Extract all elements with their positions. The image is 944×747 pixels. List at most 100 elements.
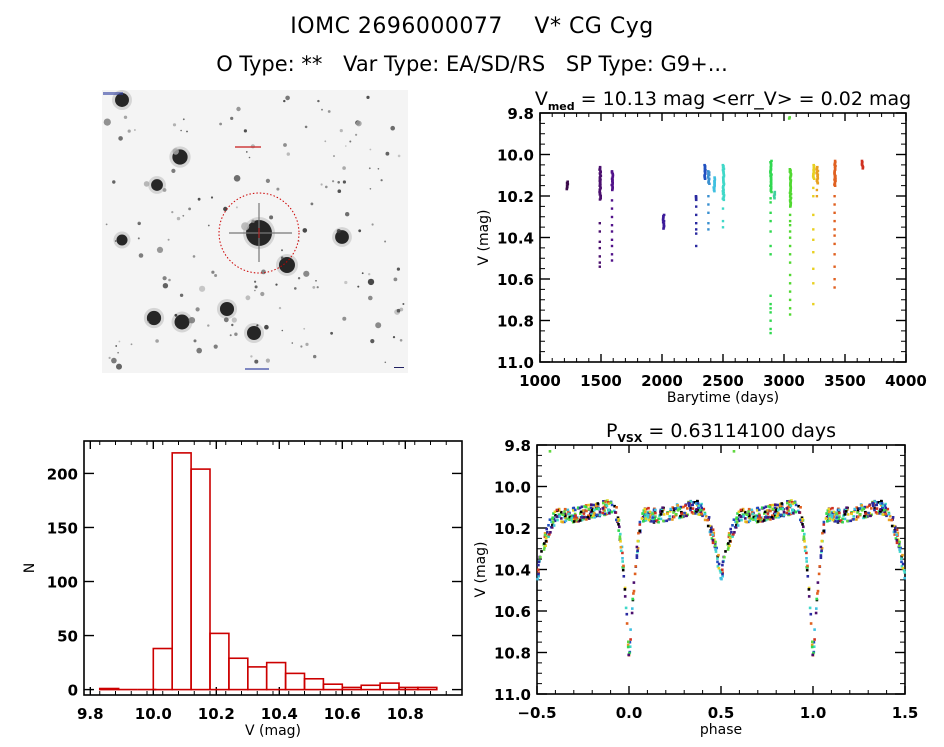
star <box>229 334 232 337</box>
data-point <box>815 168 818 171</box>
data-point <box>816 592 819 595</box>
data-point <box>674 507 678 510</box>
star <box>283 143 287 147</box>
data-point <box>729 527 732 531</box>
y-tick-label: 50 <box>57 628 78 646</box>
data-point <box>581 510 585 514</box>
data-point <box>572 517 575 521</box>
data-point <box>819 545 823 549</box>
data-point <box>859 513 862 516</box>
star <box>396 267 400 271</box>
data-point <box>698 508 702 512</box>
data-point <box>769 327 772 331</box>
data-point <box>812 177 816 180</box>
data-point <box>841 520 844 524</box>
star <box>337 181 340 184</box>
data-point <box>721 563 724 567</box>
data-point <box>890 518 893 522</box>
star <box>344 280 348 285</box>
data-point <box>789 187 792 191</box>
data-point <box>552 512 555 515</box>
data-point <box>711 528 715 531</box>
star <box>281 329 284 332</box>
data-point <box>863 514 866 518</box>
star <box>317 99 320 103</box>
data-point <box>743 510 747 514</box>
data-point <box>895 541 899 545</box>
data-point <box>638 523 642 526</box>
data-point <box>614 511 617 514</box>
star <box>321 108 323 111</box>
data-point <box>788 236 792 239</box>
data-point <box>544 533 547 537</box>
y-tick-label: 10.4 <box>494 562 531 580</box>
data-point <box>695 205 698 208</box>
data-point <box>662 222 666 225</box>
data-point <box>719 571 722 574</box>
data-point <box>598 168 601 171</box>
data-point <box>708 182 711 185</box>
data-point <box>598 240 601 243</box>
data-point <box>769 302 772 306</box>
data-point <box>728 539 732 543</box>
data-point <box>830 514 834 517</box>
star <box>335 230 349 244</box>
data-point <box>871 502 875 505</box>
data-point <box>862 516 865 520</box>
data-point <box>691 507 695 510</box>
data-point <box>547 535 550 538</box>
star <box>115 345 118 347</box>
data-point <box>703 165 707 168</box>
data-point <box>721 176 725 179</box>
y-tick-label: 10.8 <box>497 313 534 331</box>
data-point <box>543 542 546 545</box>
data-point <box>754 514 757 518</box>
data-point <box>769 162 773 165</box>
star <box>146 310 162 326</box>
data-point <box>730 531 733 534</box>
star <box>117 351 119 354</box>
data-point <box>626 643 630 647</box>
data-point <box>582 517 586 521</box>
data-point <box>830 515 834 519</box>
data-point <box>778 504 781 507</box>
data-point <box>811 640 814 644</box>
data-point <box>611 176 614 179</box>
data-point <box>591 509 594 512</box>
star <box>278 306 282 310</box>
data-point <box>809 612 813 616</box>
data-point <box>856 515 860 519</box>
data-point <box>833 175 837 179</box>
data-point <box>690 511 694 514</box>
data-point <box>873 508 876 512</box>
star <box>130 343 133 346</box>
data-point <box>721 163 725 167</box>
data-point <box>835 512 839 515</box>
data-point <box>789 202 792 206</box>
data-point <box>869 514 872 518</box>
data-point <box>617 518 620 521</box>
star <box>390 125 396 131</box>
data-point <box>584 516 587 519</box>
data-point <box>598 246 601 250</box>
data-point <box>762 519 766 522</box>
data-point <box>703 176 707 179</box>
data-point <box>715 546 718 550</box>
star <box>384 240 387 243</box>
data-point <box>551 520 555 524</box>
data-point <box>769 189 773 192</box>
data-point <box>769 201 772 204</box>
star <box>369 188 372 190</box>
star <box>345 212 350 217</box>
x-tick-label: 1000 <box>519 372 561 390</box>
data-point <box>788 116 791 119</box>
data-point <box>553 510 557 514</box>
data-point <box>771 507 775 511</box>
data-point <box>788 168 792 171</box>
data-point <box>752 515 756 519</box>
data-point <box>816 173 820 176</box>
data-point <box>606 501 610 504</box>
data-point <box>828 519 832 522</box>
star <box>285 95 290 101</box>
